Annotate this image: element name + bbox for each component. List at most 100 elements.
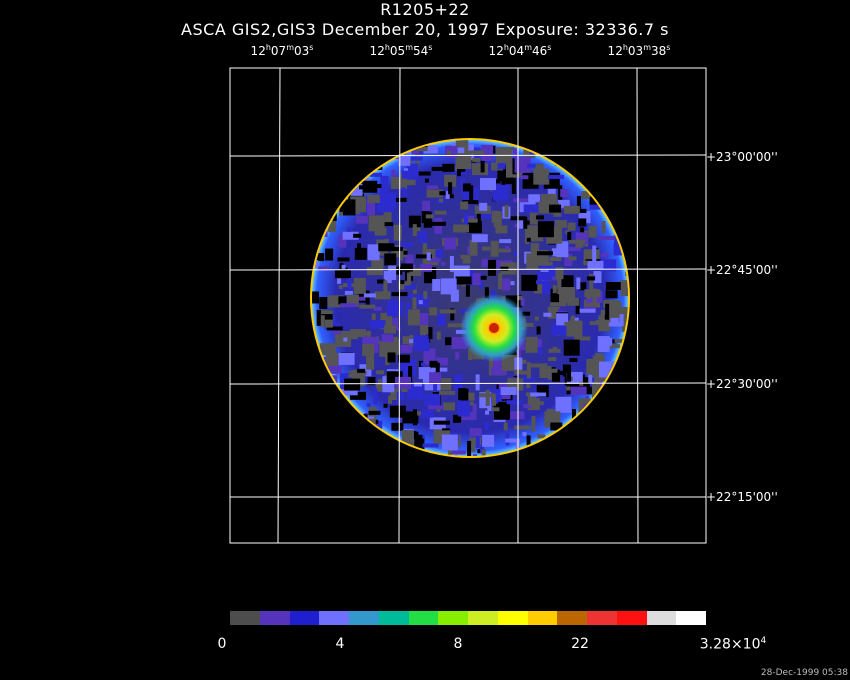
- noise-pixel: [418, 171, 431, 176]
- noise-pixel: [403, 250, 408, 255]
- noise-pixel: [433, 379, 438, 392]
- noise-pixel: [576, 196, 581, 213]
- noise-pixel: [567, 231, 572, 240]
- noise-pixel: [406, 272, 411, 285]
- colorbar-segment: [468, 611, 498, 625]
- noise-pixel: [437, 313, 446, 326]
- noise-pixel: [541, 368, 558, 373]
- noise-pixel: [347, 278, 352, 291]
- noise-pixel: [566, 386, 571, 391]
- noise-pixel: [408, 215, 421, 228]
- noise-pixel: [504, 205, 509, 218]
- noise-pixel: [381, 222, 394, 227]
- image-title: R1205+22: [380, 0, 470, 19]
- noise-pixel: [480, 178, 497, 191]
- noise-pixel: [449, 194, 454, 199]
- noise-pixel: [455, 276, 472, 285]
- noise-pixel: [462, 183, 471, 192]
- noise-pixel: [522, 311, 531, 316]
- noise-pixel: [471, 444, 476, 453]
- noise-pixel: [557, 278, 562, 295]
- noise-pixel: [312, 291, 319, 304]
- noise-pixel: [403, 187, 408, 196]
- noise-pixel: [472, 157, 481, 162]
- noise-pixel: [428, 258, 441, 263]
- noise-pixel: [537, 221, 554, 238]
- noise-pixel: [526, 384, 531, 389]
- noise-pixel: [367, 244, 380, 261]
- noise-pixel: [574, 208, 587, 213]
- coordinate-grid: [229, 67, 707, 544]
- noise-pixel: [387, 346, 396, 363]
- noise-pixel: [457, 400, 470, 417]
- noise-pixel: [340, 303, 357, 308]
- noise-pixel: [623, 316, 628, 321]
- noise-pixel: [536, 271, 553, 280]
- noise-pixel: [544, 276, 561, 281]
- colorbar-segment: [259, 611, 290, 625]
- noise-pixel: [434, 217, 443, 234]
- noise-pixel: [547, 175, 564, 180]
- noise-pixel: [424, 178, 429, 183]
- noise-pixel: [536, 388, 541, 393]
- noise-pixel: [525, 341, 530, 350]
- noise-pixel: [560, 189, 569, 198]
- noise-pixel: [353, 233, 362, 238]
- noise-pixel: [564, 373, 569, 386]
- noise-pixel: [523, 216, 528, 229]
- noise-pixel: [319, 297, 328, 310]
- noise-pixel: [469, 428, 482, 437]
- noise-pixel: [398, 281, 411, 290]
- noise-pixel: [408, 366, 413, 383]
- noise-pixel: [368, 410, 381, 415]
- noise-pixel: [549, 257, 562, 262]
- noise-pixel: [523, 404, 532, 409]
- noise-pixel: [453, 414, 462, 423]
- noise-pixel: [445, 190, 450, 199]
- noise-pixel: [325, 248, 334, 261]
- noise-pixel: [528, 194, 541, 203]
- colorbar: [230, 611, 706, 625]
- noise-pixel: [586, 358, 595, 375]
- noise-pixel: [460, 388, 469, 401]
- noise-pixel: [412, 297, 417, 310]
- noise-pixel: [569, 239, 586, 244]
- noise-pixel: [546, 408, 555, 421]
- noise-pixel: [428, 327, 433, 340]
- noise-pixel: [390, 246, 403, 251]
- noise-pixel: [535, 164, 544, 173]
- noise-pixel: [469, 437, 482, 446]
- noise-pixel: [479, 437, 484, 454]
- noise-pixel: [465, 220, 482, 233]
- noise-pixel: [487, 259, 496, 276]
- noise-pixel: [457, 168, 462, 177]
- noise-pixel: [369, 320, 386, 329]
- noise-pixel: [533, 168, 550, 185]
- noise-pixel: [475, 436, 480, 449]
- noise-pixel: [367, 195, 384, 204]
- noise-pixel: [554, 219, 567, 228]
- noise-pixel: [537, 434, 546, 439]
- noise-pixel: [455, 140, 468, 148]
- noise-pixel: [401, 388, 414, 393]
- noise-pixel: [439, 191, 448, 196]
- noise-pixel: [384, 325, 397, 334]
- noise-pixel: [510, 281, 515, 286]
- ra-tick-label: 12h04m46s: [488, 43, 552, 58]
- noise-pixel: [319, 343, 336, 356]
- noise-pixel: [338, 235, 347, 248]
- noise-pixel: [455, 351, 460, 360]
- noise-pixel: [422, 240, 427, 257]
- noise-pixel: [367, 377, 376, 386]
- noise-pixel: [475, 374, 480, 391]
- noise-pixel: [358, 185, 367, 190]
- noise-pixel: [569, 358, 578, 363]
- noise-pixel: [326, 326, 343, 331]
- noise-pixel: [471, 234, 488, 243]
- noise-pixel: [390, 249, 407, 258]
- noise-pixel: [400, 344, 413, 353]
- noise-pixel: [514, 156, 531, 173]
- noise-pixel: [505, 438, 518, 443]
- colorbar-segment: [408, 611, 439, 625]
- ra-tick-label: 12h03m38s: [607, 43, 671, 58]
